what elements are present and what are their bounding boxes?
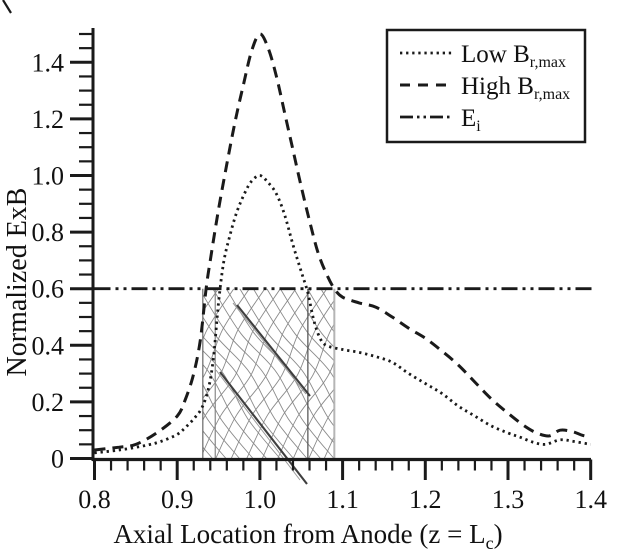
y-tick-label: 0.4 [32, 331, 65, 360]
legend-label: Low Br,max [461, 41, 566, 71]
hatch-line [292, 388, 335, 460]
y-tick-label: 1.2 [32, 105, 65, 134]
x-tick-label: 0.9 [161, 485, 194, 514]
hatch-line [202, 363, 268, 460]
chart-render-root: 0.8 0.9 1.0 1.1 1.2 1.3 1.4 0 0.2 0.4 0.6 0.8 1.0 1.2… [2, 0, 607, 553]
hatch-line [306, 288, 335, 333]
high-br-max-curve [94, 32, 592, 452]
hatch-line [202, 288, 297, 454]
low-br-max-curve [94, 174, 591, 455]
hatch-line [202, 350, 282, 460]
y-tick-label: 1.0 [32, 162, 65, 191]
hatch-bold-diagonal [236, 304, 311, 397]
legend-label: High Br,max [461, 73, 570, 103]
hatch-line [333, 288, 335, 290]
hatch-line [202, 410, 241, 460]
x-tick-label: 1.1 [326, 485, 359, 514]
x-tick-label: 0.8 [78, 485, 111, 514]
x-tick-label: 1.0 [244, 485, 277, 514]
hatch-line [239, 288, 335, 428]
hatch-line [202, 430, 228, 460]
x-tick-label: 1.2 [409, 485, 442, 514]
hatch-line [320, 288, 335, 313]
hatch-line [252, 288, 335, 406]
y-tick-label: 0 [51, 445, 64, 474]
hatch-line [202, 383, 255, 460]
y-tick-label: 0.8 [32, 218, 65, 247]
hatch-line [323, 434, 335, 460]
hatch-line [214, 288, 312, 460]
hatch-line [279, 288, 335, 362]
hatch-line [202, 446, 214, 460]
x-tick-label: 1.4 [574, 485, 607, 514]
hatch-line [245, 299, 335, 460]
legend-label: Ei [461, 105, 481, 135]
hatch-line [276, 360, 335, 460]
hatch-line [202, 288, 281, 421]
x-axis-title: Axial Location from Anode (z = Lc) [113, 519, 502, 553]
hatch-line [266, 288, 335, 380]
hatch-line [78, 289, 200, 460]
hatch-line [307, 407, 335, 460]
y-tick-label: 1.4 [32, 48, 65, 77]
hatch-line [202, 288, 250, 379]
y-tick-label: 0.6 [32, 275, 65, 304]
hatch-line [261, 323, 335, 460]
x-tick-label: 1.3 [492, 485, 525, 514]
hatch-line [202, 335, 295, 460]
hatch-bold-diagonal-companion [232, 302, 307, 395]
axes: 0.8 0.9 1.0 1.1 1.2 1.3 1.4 0 0.2 0.4 0.6 0.8 1.0 1.2… [32, 28, 607, 514]
y-axis-title: Normalized ExB [2, 188, 33, 377]
y-tick-label: 0.2 [32, 388, 65, 417]
hatch-line [293, 288, 335, 348]
hatch-line [212, 288, 335, 460]
hatch-line [202, 293, 322, 460]
corner-crop-mark [2, 0, 12, 14]
hatch-line [202, 316, 309, 460]
hatch-bold-diagonal-companion [215, 369, 301, 481]
